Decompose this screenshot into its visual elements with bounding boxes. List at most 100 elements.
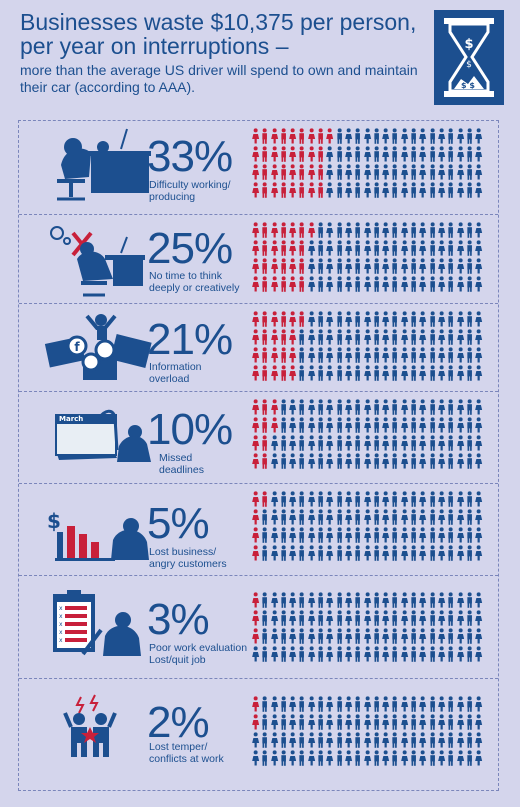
people-grid (251, 128, 483, 200)
person-icon (400, 453, 409, 471)
person-icon (344, 399, 353, 417)
person-icon (400, 365, 409, 383)
person-icon (418, 527, 427, 545)
person-icon (456, 365, 465, 383)
stat-percent: 3% (147, 595, 210, 644)
stats-panel (18, 120, 499, 791)
person-icon (335, 628, 344, 646)
person-icon-affected (297, 258, 306, 276)
person-icon (428, 610, 437, 628)
person-icon (381, 610, 390, 628)
person-icon (288, 592, 297, 610)
person-icon (353, 417, 362, 435)
person-icon-affected (297, 146, 306, 164)
person-icon-affected (251, 527, 260, 545)
person-icon (288, 750, 297, 768)
person-icon (456, 453, 465, 471)
person-icon (344, 750, 353, 768)
person-icon (409, 628, 418, 646)
person-icon-affected (288, 365, 297, 383)
person-icon (316, 240, 325, 258)
person-icon (335, 732, 344, 750)
person-icon (307, 453, 316, 471)
person-icon (325, 240, 334, 258)
person-icon (363, 399, 372, 417)
person-icon-affected (251, 545, 260, 563)
person-icon (279, 399, 288, 417)
person-icon (353, 128, 362, 146)
person-icon (446, 453, 455, 471)
person-icon (325, 628, 334, 646)
person-icon (325, 696, 334, 714)
person-icon (363, 347, 372, 365)
person-icon (437, 610, 446, 628)
person-icon-affected (260, 182, 269, 200)
person-icon (409, 182, 418, 200)
person-icon (409, 329, 418, 347)
person-icon (363, 453, 372, 471)
person-icon-affected (297, 222, 306, 240)
person-icon (465, 222, 474, 240)
person-icon (297, 732, 306, 750)
person-icon (279, 453, 288, 471)
person-icon (474, 453, 483, 471)
person-icon (270, 646, 279, 664)
person-icon (437, 646, 446, 664)
person-icon (307, 610, 316, 628)
person-icon (335, 164, 344, 182)
person-icon (288, 628, 297, 646)
person-icon (297, 592, 306, 610)
person-icon (437, 164, 446, 182)
person-icon-affected (279, 329, 288, 347)
svg-text:$: $ (464, 37, 473, 52)
person-icon (409, 453, 418, 471)
person-icon (270, 750, 279, 768)
person-icon (381, 453, 390, 471)
person-icon (316, 276, 325, 294)
person-icon (400, 750, 409, 768)
person-icon (446, 329, 455, 347)
person-icon-affected (260, 311, 269, 329)
person-icon (456, 222, 465, 240)
person-icon (372, 240, 381, 258)
svg-text:$: $ (47, 509, 61, 533)
person-icon-affected (270, 365, 279, 383)
person-icon (437, 222, 446, 240)
person-icon (279, 592, 288, 610)
stat-row-difficulty: 33% Difficulty working/ producing (19, 121, 498, 215)
person-icon-affected (260, 146, 269, 164)
person-icon (279, 610, 288, 628)
person-icon (270, 545, 279, 563)
person-icon (446, 435, 455, 453)
header: Businesses waste $10,375 per person, per… (0, 0, 520, 112)
person-icon (446, 750, 455, 768)
people-row (251, 509, 483, 527)
person-icon (456, 258, 465, 276)
person-icon-affected (251, 417, 260, 435)
person-icon (400, 417, 409, 435)
person-icon-affected (288, 311, 297, 329)
person-icon-affected (325, 128, 334, 146)
person-icon (465, 240, 474, 258)
person-icon (381, 696, 390, 714)
person-icon (456, 509, 465, 527)
person-icon (400, 276, 409, 294)
frustrated-worker-icon (43, 125, 163, 207)
person-icon (260, 545, 269, 563)
person-icon (409, 311, 418, 329)
person-icon (307, 750, 316, 768)
person-icon (251, 732, 260, 750)
person-icon (372, 365, 381, 383)
person-icon (400, 696, 409, 714)
stat-row-no-time: 25% No time to think deeply or creativel… (19, 215, 498, 304)
person-icon (474, 696, 483, 714)
person-icon (446, 592, 455, 610)
person-icon (335, 696, 344, 714)
person-icon (418, 329, 427, 347)
person-icon-affected (279, 182, 288, 200)
stat-label: Information overload (149, 361, 202, 385)
person-icon (381, 276, 390, 294)
svg-text:$: $ (466, 60, 472, 70)
person-icon (316, 545, 325, 563)
